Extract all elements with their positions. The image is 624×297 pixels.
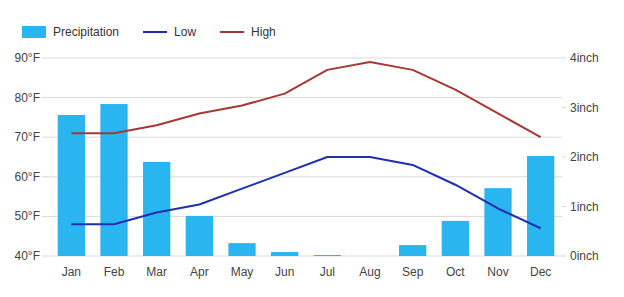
bar xyxy=(100,104,127,256)
x-tick-label: May xyxy=(231,265,254,279)
x-tick-label: Jan xyxy=(62,265,81,279)
y2-tick-label: 2inch xyxy=(570,150,599,164)
y2-tick-label: 4inch xyxy=(570,51,599,65)
x-tick-label: Jun xyxy=(275,265,294,279)
bar xyxy=(271,252,298,256)
y2-tick xyxy=(562,206,566,207)
bar xyxy=(58,115,85,256)
bar xyxy=(186,216,213,256)
grid xyxy=(42,58,566,256)
x-tick-label: Feb xyxy=(104,265,125,279)
y-tick-label: 60°F xyxy=(15,170,40,184)
legend-label: Precipitation xyxy=(53,25,119,39)
bar xyxy=(442,221,469,256)
bar xyxy=(314,255,341,256)
x-tick-label: Apr xyxy=(190,265,209,279)
bar xyxy=(143,162,170,256)
y-tick-label: 80°F xyxy=(15,91,40,105)
legend-label: High xyxy=(251,25,276,39)
legend-swatch xyxy=(143,31,167,33)
bar xyxy=(399,245,426,256)
grid-line xyxy=(42,58,562,59)
x-tick-label: Oct xyxy=(446,265,465,279)
y2-tick xyxy=(562,107,566,108)
y-tick-label: 90°F xyxy=(15,51,40,65)
x-tick-label: Aug xyxy=(359,265,380,279)
line xyxy=(71,62,540,137)
y-tick-label: 50°F xyxy=(15,209,40,223)
plot xyxy=(58,62,555,256)
bar xyxy=(527,156,554,256)
grid-line xyxy=(42,97,562,98)
legend-swatch xyxy=(22,26,46,38)
bar xyxy=(228,243,255,256)
bar xyxy=(356,256,383,257)
x-tick-label: Sep xyxy=(402,265,424,279)
y2-tick xyxy=(562,58,566,59)
y-tick-label: 40°F xyxy=(15,249,40,263)
legend-swatch xyxy=(220,31,244,33)
x-tick-label: Mar xyxy=(146,265,167,279)
x-tick-label: Jul xyxy=(320,265,335,279)
y2-tick-label: 0inch xyxy=(570,249,599,263)
line xyxy=(71,157,540,228)
x-tick-label: Nov xyxy=(487,265,508,279)
x-tick-label: Dec xyxy=(530,265,551,279)
legend: Precipitation Low High xyxy=(22,25,276,39)
y-tick-label: 70°F xyxy=(15,130,40,144)
y2-tick-label: 1inch xyxy=(570,200,599,214)
y2-tick xyxy=(562,157,566,158)
bar xyxy=(484,188,511,256)
legend-label: Low xyxy=(174,25,196,39)
y2-tick-label: 3inch xyxy=(570,101,599,115)
y2-tick xyxy=(562,256,566,257)
chart: 40°F 50°F 60°F 70°F 80°F 90°F 0inch 1inch 2inch 3… xyxy=(0,0,624,297)
